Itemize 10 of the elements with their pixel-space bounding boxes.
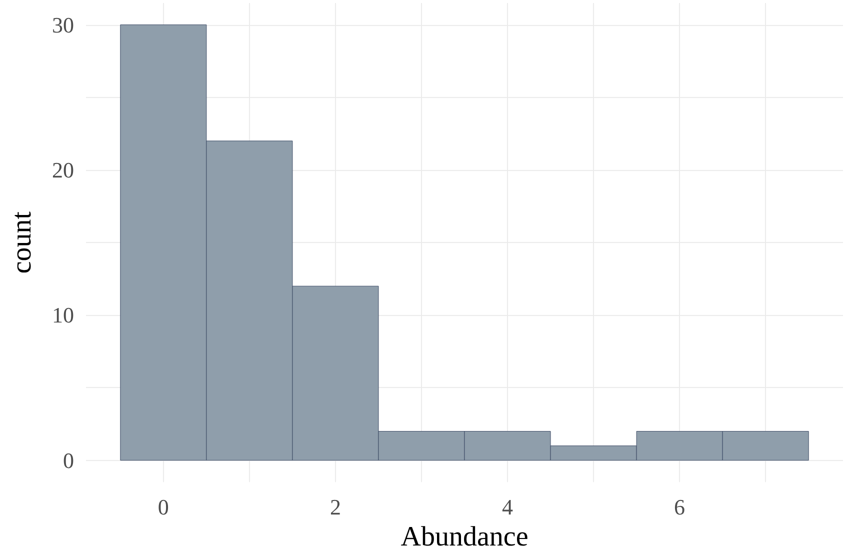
- y-tick-label: 0: [63, 448, 74, 473]
- y-tick-label: 10: [52, 302, 74, 328]
- x-tick-label: 4: [502, 494, 514, 520]
- x-axis-title: Abundance: [400, 522, 528, 552]
- y-tick-label: 30: [52, 12, 74, 38]
- x-tick-label: 6: [674, 494, 686, 520]
- x-tick-label: 0: [158, 494, 169, 520]
- y-axis-title: count: [6, 211, 38, 274]
- y-tick-label: 20: [52, 157, 74, 182]
- x-tick-label: 2: [330, 494, 341, 520]
